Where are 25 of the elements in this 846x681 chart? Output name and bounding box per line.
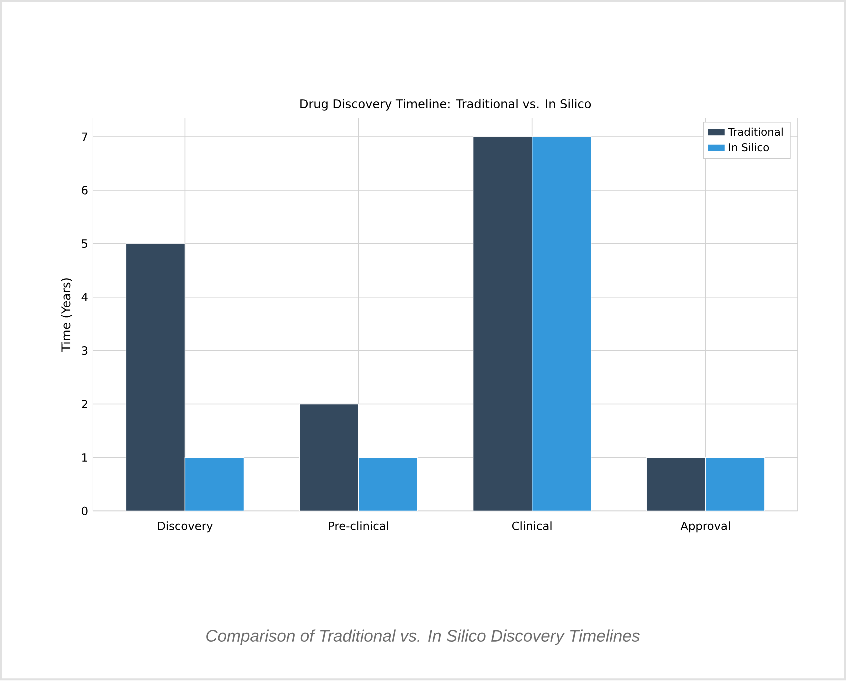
- x-tick-label: Pre-clinical: [329, 522, 388, 531]
- y-tick-label: 1: [82, 454, 88, 462]
- bar: [300, 404, 359, 512]
- bar: [358, 458, 418, 512]
- y-tick-label: 0: [82, 507, 88, 516]
- bar: [184, 458, 245, 512]
- bar: [706, 458, 766, 512]
- text: Comparison of Traditional vs. In Silico Discovery Timelines: [206, 630, 640, 646]
- y-axis-title: Time (Years): [61, 278, 72, 352]
- y-tick-label: 5: [82, 240, 88, 248]
- x-tick-label: Discovery: [158, 522, 213, 533]
- y-tick-label: 7: [82, 133, 88, 142]
- legend-label: Traditional: [728, 128, 783, 136]
- legend-label: In Silico: [729, 144, 770, 152]
- y-tick-label: 2: [82, 400, 88, 409]
- x-tick-label: Clinical: [512, 522, 552, 531]
- y-tick-label: 6: [82, 186, 88, 195]
- bar: [472, 136, 533, 512]
- bar: [532, 136, 592, 512]
- chart-title: Drug Discovery Timeline: Traditional vs. In Silico: [300, 99, 592, 112]
- x-tick-label: Approval: [680, 522, 730, 533]
- y-tick-label: 4: [82, 293, 88, 302]
- y-tick-label: 3: [82, 346, 88, 356]
- bar: [646, 458, 706, 512]
- bar: [126, 244, 186, 512]
